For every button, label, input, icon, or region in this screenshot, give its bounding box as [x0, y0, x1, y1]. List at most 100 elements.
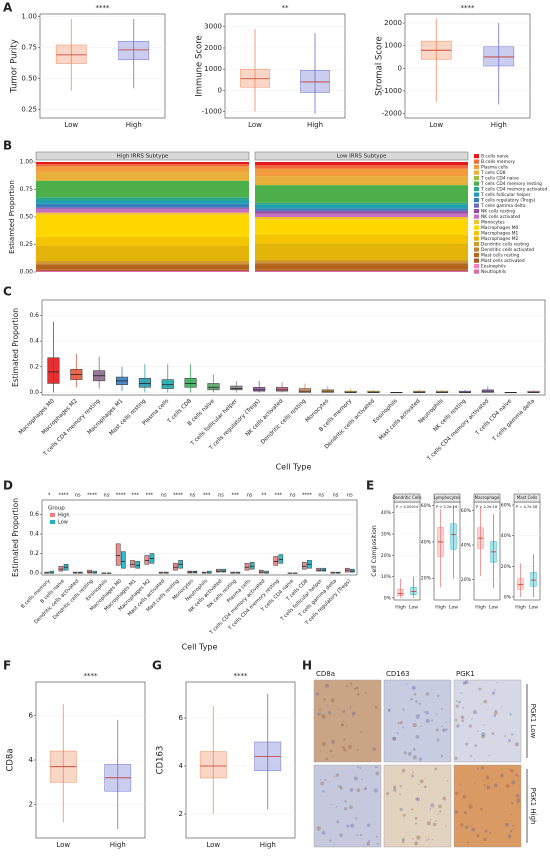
- y-axis-label: Estiamted Proportion: [8, 180, 16, 254]
- significance: ns: [333, 493, 339, 499]
- stack-segment: [255, 210, 468, 212]
- stack-segment: [255, 211, 468, 214]
- significance: ***: [275, 493, 283, 499]
- y-tick-label: 20%: [501, 564, 512, 570]
- legend-label: Dendritic cells activated: [481, 247, 534, 253]
- stack-segment: [255, 219, 468, 235]
- y-axis-label: Tumor Purity: [10, 39, 20, 94]
- tissue-texture: [425, 839, 428, 841]
- tissue-texture: [484, 829, 488, 833]
- tissue-texture: [416, 835, 421, 840]
- tissue-texture: [413, 748, 416, 751]
- x-tick-label: Low: [56, 841, 70, 849]
- tissue-texture: [493, 783, 498, 788]
- y-tick-label: 1000: [384, 42, 402, 50]
- panel-label: D: [3, 479, 13, 493]
- tissue-texture: [392, 736, 396, 741]
- tissue-texture: [375, 771, 380, 776]
- x-tick-label: Low: [429, 121, 443, 129]
- tissue-texture: [321, 741, 326, 746]
- y-tick-label: 4: [29, 756, 34, 764]
- panel-label: F: [3, 659, 11, 673]
- stack-segment: [36, 245, 249, 261]
- x-tick-label: Low: [449, 605, 458, 611]
- tissue-texture: [413, 692, 417, 696]
- facet-strip: [393, 493, 421, 503]
- tissue-texture: [360, 730, 363, 733]
- tissue-texture: [388, 708, 391, 711]
- x-tick-label: High: [110, 841, 126, 849]
- significance: ns: [290, 493, 296, 499]
- tissue-texture: [355, 817, 358, 819]
- tissue-texture: [373, 788, 378, 793]
- tissue-texture: [512, 828, 514, 831]
- tissue-texture: [402, 708, 405, 711]
- tissue-texture: [399, 793, 401, 796]
- legend-label: Plasma cells: [481, 165, 509, 171]
- tissue-texture: [491, 691, 496, 695]
- tissue-image: [453, 679, 522, 763]
- y-tick-label: 2: [29, 801, 33, 809]
- tissue-texture: [346, 824, 350, 828]
- legend-swatch: [474, 225, 479, 230]
- box: [410, 586, 417, 595]
- y-tick-label: 60%: [461, 508, 472, 514]
- tissue-texture: [419, 779, 424, 784]
- tissue-texture: [430, 803, 435, 808]
- legend-label: T cells CD4 naive: [480, 176, 519, 182]
- legend-label: T cells follicular helper: [480, 192, 531, 198]
- tissue-texture: [356, 686, 359, 690]
- tissue-texture: [320, 781, 324, 786]
- tissue-texture: [478, 687, 482, 691]
- legend-swatch: [474, 220, 479, 225]
- tissue-texture: [466, 841, 469, 844]
- box: [301, 562, 307, 570]
- legend-swatch: [474, 253, 479, 258]
- tissue-texture: [465, 742, 469, 746]
- tissue-texture: [415, 714, 420, 719]
- significance: *: [48, 493, 51, 499]
- stack-segment: [36, 171, 249, 181]
- significance: ****: [84, 672, 99, 680]
- tissue-texture: [329, 749, 333, 753]
- tissue-texture: [494, 689, 496, 691]
- facet-title: High IRRS Subtype: [117, 154, 169, 160]
- tissue-texture: [418, 714, 421, 716]
- column-label: CD163: [386, 670, 410, 678]
- stack-segment: [255, 262, 468, 264]
- y-tick-label: 2000: [384, 19, 402, 27]
- legend-label: Macrophages M2: [481, 236, 519, 242]
- x-tick-label: High: [435, 605, 446, 611]
- p-value: P < 2.2e-16: [436, 505, 458, 509]
- y-tick-label: 1000: [204, 65, 222, 73]
- tissue-texture: [347, 744, 352, 749]
- stack-segment: [36, 203, 249, 208]
- legend-label: NK cells resting: [481, 209, 515, 215]
- tissue-texture: [425, 710, 429, 715]
- tissue-texture: [483, 783, 486, 786]
- box: [517, 578, 524, 590]
- tissue-texture: [319, 778, 322, 781]
- tissue-texture: [412, 837, 414, 840]
- significance: ****: [58, 493, 69, 499]
- plot-frame: [41, 299, 546, 396]
- tissue-texture: [507, 834, 512, 839]
- significance: ***: [203, 493, 211, 499]
- x-tick-label: High: [395, 605, 406, 611]
- y-tick-label: 0.50: [21, 74, 37, 82]
- tissue-texture: [406, 683, 408, 685]
- facet-strip: [513, 493, 541, 503]
- panel-label: G: [152, 659, 162, 673]
- box: [321, 567, 327, 572]
- tissue-texture: [510, 733, 514, 736]
- facet-strip: [35, 151, 250, 161]
- significance: ns: [218, 493, 224, 499]
- tissue-texture: [399, 785, 402, 788]
- y-tick-label: 20%: [461, 577, 472, 583]
- tissue-texture: [349, 788, 354, 792]
- tissue-texture: [456, 700, 458, 702]
- x-tick-label: Mast cells activated: [378, 398, 422, 442]
- tissue-texture: [317, 712, 321, 716]
- tissue-texture: [488, 754, 491, 757]
- tissue-texture: [459, 783, 462, 786]
